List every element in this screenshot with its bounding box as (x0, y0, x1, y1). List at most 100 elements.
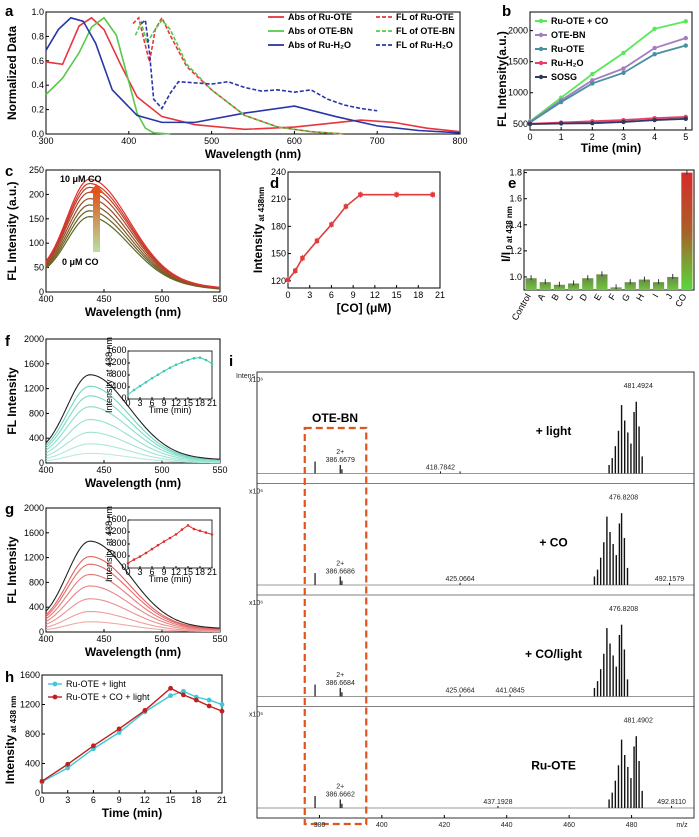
plot-frame (287, 171, 441, 289)
data-point (652, 52, 657, 57)
ms-main-peak-label: 476.8208 (609, 495, 638, 502)
inset-data-point (204, 531, 208, 534)
category-label: B (549, 292, 561, 302)
x-tick-label: 0 (527, 132, 532, 142)
spectrum-line (45, 585, 221, 631)
data-point (590, 120, 595, 126)
legend-label: FL of Ru-OTE (396, 12, 454, 22)
x-tick-label: 1 (559, 132, 564, 142)
y-tick-label: 1200 (24, 553, 44, 563)
y-tick-label: 150 (271, 249, 286, 259)
data-point (590, 71, 595, 77)
spectrum-line (45, 563, 221, 630)
category-label: F (606, 292, 618, 302)
ms-peak-label: 437.1928 (483, 799, 512, 806)
y-tick-label: 400 (29, 433, 44, 443)
x-tick-label: 550 (212, 294, 227, 304)
data-point (621, 50, 626, 56)
legend-label: Ru-OTE + CO (551, 16, 608, 26)
panel-d: 0 3 6 9 12 15 18 21 120 150 180 210 240 [CO] (μM) Inte… (251, 167, 445, 315)
y-tick-label: 0.2 (31, 105, 44, 115)
ms-condition-label: + CO (539, 536, 567, 550)
category-label: CO (673, 292, 688, 309)
x-axis-label: Wavelength (nm) (85, 476, 181, 490)
y-tick-label: 1.0 (509, 272, 522, 282)
x-tick-label: 0 (285, 290, 290, 300)
panel-h: 0 3 6 9 12 15 18 21 0 400 800 1200 1600 Ru-OTE + ligh… (3, 670, 227, 820)
data-point (652, 117, 657, 123)
spectrum-line (45, 621, 221, 633)
inset-data-point (168, 366, 172, 370)
data-point (683, 116, 688, 122)
panel-e: 1.0 1.2 1.4 1.6 1.8 Control A B C D E F G H I JCO I/I 0 … (499, 168, 695, 322)
inset-x-tick-label: 6 (149, 398, 154, 408)
x-tick-label: 4 (652, 132, 657, 142)
inset-data-point (138, 555, 142, 558)
y-tick-label: 2000 (508, 26, 528, 36)
y-tick-label: 0 (39, 458, 44, 468)
bar (568, 283, 580, 290)
inset-y-tick-label: 0 (121, 562, 126, 572)
bar (653, 282, 665, 290)
inset-x-tick-label: 18 (195, 567, 205, 577)
x-tick-label: 550 (212, 634, 227, 644)
panel-a: 300 400 500 600 700 800 0.0 0.2 0.4 0.6 0.8 1.0 Wave… (5, 7, 468, 161)
data-point (39, 778, 45, 784)
x-tick-label: 9 (117, 795, 122, 805)
inset-data-point (156, 543, 160, 547)
data-point (590, 78, 595, 83)
y-tick-label: 180 (271, 221, 286, 231)
inset-data-point (132, 388, 136, 392)
inset-frame (127, 350, 213, 400)
y-tick-label: 1500 (508, 57, 528, 67)
y-tick-label: 1000 (508, 88, 528, 98)
ms-main-peak-label: 476.8208 (609, 606, 638, 613)
x-tick-label: 400 (38, 465, 53, 475)
inset-data-point (144, 551, 148, 555)
intensity-exponent: x10⁶ (249, 600, 263, 607)
ms-peak-label: 386.6679 (326, 457, 355, 464)
y-tick-label: 1.4 (509, 220, 522, 230)
legend-label: Ru-OTE + light (66, 679, 126, 689)
y-tick-label: 800 (29, 408, 44, 418)
category-label: G (620, 292, 632, 303)
data-point (621, 70, 626, 76)
panel-label: f (5, 333, 11, 350)
intensity-exponent: x10⁶ (249, 377, 263, 384)
x-tick-label: 15 (166, 795, 176, 805)
data-point (65, 761, 71, 767)
inset-x-tick-label: 3 (137, 398, 142, 408)
ms-peak-label: 386.6684 (326, 680, 355, 687)
data-point (343, 204, 349, 209)
x-tick-label: 600 (287, 136, 302, 146)
inset-data-point (126, 561, 130, 565)
intensity-exponent: x10⁶ (249, 712, 263, 719)
spectrum-line (45, 182, 221, 289)
data-point (527, 121, 533, 127)
legend-marker (52, 694, 58, 700)
inset-data-point (138, 384, 142, 388)
ms-peak-label: 386.6686 (326, 568, 355, 575)
y-tick-label: 1600 (24, 359, 44, 369)
spectrum-line (45, 452, 221, 464)
plot-frame (45, 11, 461, 135)
annotation-label: 0 μM CO (62, 257, 99, 267)
legend-label: Abs of Ru-H₂O (288, 40, 351, 50)
y-tick-label: 1.6 (509, 194, 522, 204)
x-tick-label: 21 (435, 290, 445, 300)
x-tick-label: 3 (621, 132, 626, 142)
ms-peak-label: 2+ (336, 560, 344, 567)
category-label: H (634, 292, 646, 303)
x-axis-label: Wavelength (nm) (205, 147, 301, 161)
ms-peak-label: 425.0664 (445, 688, 474, 695)
legend-marker (538, 18, 544, 24)
spectrum-line (45, 418, 221, 462)
legend-label: Ru-H₂O (551, 58, 584, 68)
series-fl-of-ru-ote (132, 16, 345, 135)
x-tick-label: 5 (683, 132, 688, 142)
plot-frame (45, 169, 221, 293)
inset-y-tick-label: 400 (111, 550, 126, 560)
x-axis-label: Wavelength (nm) (85, 645, 181, 659)
